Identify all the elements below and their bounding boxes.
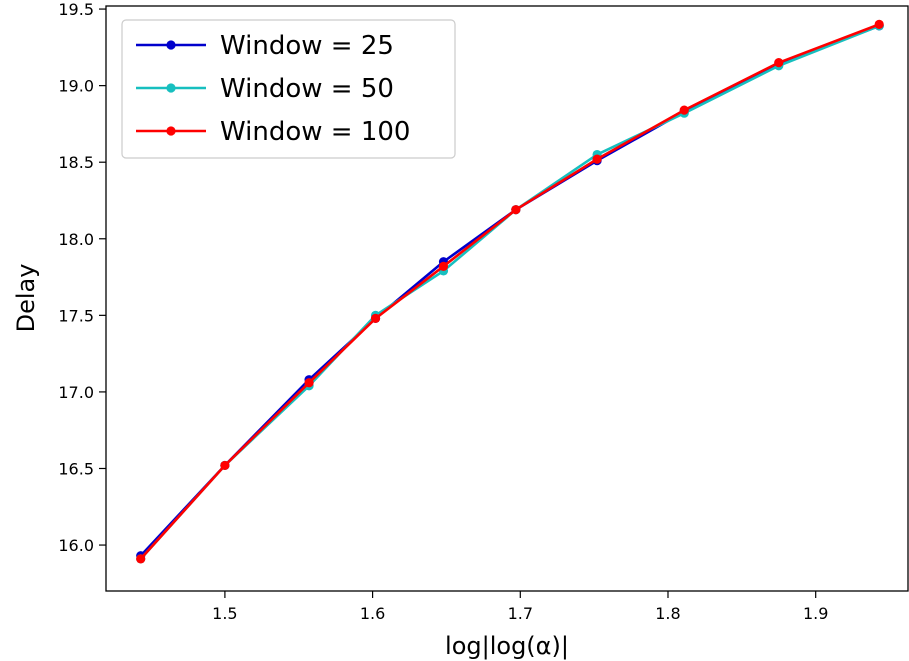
y-tick-label-1: 16.5 <box>58 459 94 478</box>
y-tick-label-7: 19.5 <box>58 0 94 19</box>
legend-swatch-marker-2 <box>166 126 176 136</box>
legend: Window = 25 Window = 50 Window = 100 <box>121 19 456 159</box>
series-2-point-9 <box>874 19 884 29</box>
series-2-point-2 <box>304 378 314 388</box>
series-2-point-5 <box>511 205 521 215</box>
legend-label-1: Window = 50 <box>220 74 394 104</box>
series-2-point-3 <box>370 313 381 324</box>
legend-box <box>121 19 456 159</box>
x-tick-label-1: 1.6 <box>360 604 385 623</box>
y-tick-label-2: 17.0 <box>58 383 94 402</box>
y-tick-label-4: 18.0 <box>58 230 94 249</box>
series-line-2 <box>139 23 880 560</box>
x-tick-label-0: 1.5 <box>212 604 237 623</box>
x-axis-label: log|log(α)| <box>445 632 569 660</box>
y-tick-label-3: 17.5 <box>58 306 94 325</box>
y-tick-label-0: 16.0 <box>58 536 94 555</box>
series-2-point-0 <box>136 554 146 564</box>
y-tick-label-6: 19.0 <box>58 77 94 96</box>
x-tick-label-2: 1.7 <box>508 604 533 623</box>
y-axis-label: Delay <box>12 264 40 333</box>
legend-swatch-marker-1 <box>166 83 176 93</box>
x-axis: 1.5 1.6 1.7 1.8 1.9 <box>212 591 828 623</box>
plot-frame <box>105 5 909 592</box>
series-2-point-4 <box>438 261 449 271</box>
series-2-point-6 <box>592 154 602 164</box>
series-2-point-7 <box>679 105 689 115</box>
x-tick-label-4: 1.9 <box>803 604 828 623</box>
legend-swatch-marker-0 <box>166 40 176 50</box>
y-tick-label-5: 18.5 <box>58 153 94 172</box>
legend-label-2: Window = 100 <box>220 117 410 147</box>
series-2-point-1 <box>220 460 230 471</box>
series-layer <box>136 19 884 564</box>
y-axis: 16.0 16.5 17.0 17.5 18.0 18.5 19.0 19.5 <box>58 0 106 555</box>
legend-label-0: Window = 25 <box>220 31 394 61</box>
x-tick-label-3: 1.8 <box>655 604 680 623</box>
series-2-point-8 <box>774 58 784 68</box>
